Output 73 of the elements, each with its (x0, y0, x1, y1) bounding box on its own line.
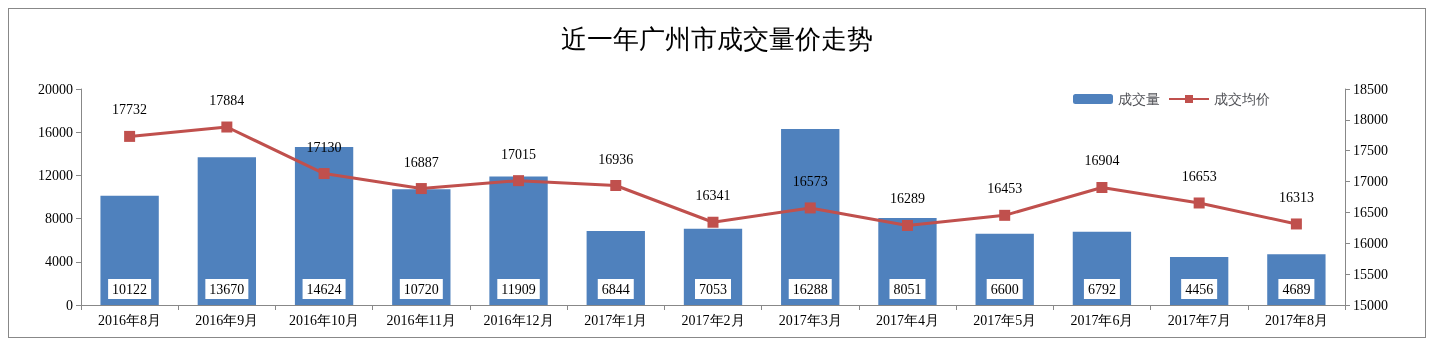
data-label: 16887 (403, 154, 439, 170)
point (1193, 197, 1205, 209)
bar (392, 189, 451, 305)
x-tick-label: 2017年2月 (681, 312, 745, 328)
data-label: 4456 (1185, 281, 1214, 297)
y-tick-label: 12000 (38, 167, 73, 183)
y2-tick-label: 15000 (1353, 297, 1388, 313)
bar (197, 157, 257, 305)
x-tick-label: 2016年11月 (386, 312, 457, 328)
chart-title: 近一年广州市成交量价走势 (561, 24, 873, 54)
data-label: 13670 (209, 281, 245, 297)
point (1290, 218, 1302, 230)
x-tick-label: 2016年12月 (483, 312, 554, 328)
data-label: 6844 (601, 281, 630, 297)
point (804, 202, 816, 214)
legend-label: 成交量 (1118, 91, 1160, 107)
data-label: 16904 (1084, 153, 1120, 169)
data-label: 16573 (792, 173, 828, 189)
data-label: 11909 (501, 281, 536, 297)
y-tick-label: 8000 (45, 211, 73, 227)
point (999, 209, 1011, 221)
y2-tick-label: 16000 (1353, 235, 1388, 251)
point (610, 180, 622, 192)
point (415, 183, 427, 195)
y-tick-label: 16000 (38, 124, 73, 140)
x-tick-label: 2016年8月 (98, 312, 162, 328)
data-label: 7053 (699, 281, 727, 297)
data-label: 8051 (893, 281, 922, 297)
y2-tick-label: 17000 (1353, 174, 1388, 190)
x-tick-label: 2017年3月 (778, 312, 842, 328)
point (221, 121, 233, 133)
point (1096, 182, 1108, 193)
y-tick-label: 0 (66, 297, 73, 313)
y2-tick-label: 18000 (1353, 112, 1388, 128)
y-tick-label: 20000 (38, 81, 73, 97)
x-tick-label: 2017年6月 (1070, 312, 1134, 328)
x-tick-label: 2017年4月 (875, 312, 939, 328)
x-tick-label: 2017年1月 (584, 312, 648, 328)
data-label: 10122 (112, 281, 148, 297)
data-label: 17015 (501, 146, 537, 162)
data-label: 16288 (792, 281, 828, 297)
y2-tick-label: 17500 (1353, 143, 1388, 159)
x-tick-label: 2017年7月 (1167, 312, 1231, 328)
bar (781, 129, 840, 305)
data-label: 16341 (695, 188, 731, 204)
x-tick-label: 2017年8月 (1264, 312, 1328, 328)
point (318, 168, 330, 180)
y2-tick-label: 15500 (1353, 266, 1388, 282)
y2-tick-label: 16500 (1353, 204, 1388, 220)
bar (489, 176, 548, 305)
data-label: 6600 (990, 281, 1019, 297)
legend-label: 成交均价 (1214, 91, 1270, 107)
data-label: 16313 (1278, 189, 1314, 205)
y-tick-label: 4000 (45, 254, 73, 270)
data-label: 4689 (1282, 281, 1311, 297)
bar (100, 195, 159, 305)
data-label: 6792 (1087, 281, 1116, 297)
point (901, 219, 913, 231)
data-label: 17884 (209, 93, 245, 109)
data-label: 10720 (403, 281, 439, 297)
x-tick-label: 2016年9月 (195, 312, 259, 328)
data-label: 17732 (112, 102, 148, 118)
data-label: 16653 (1181, 168, 1217, 184)
point (124, 130, 136, 142)
x-tick-label: 2017年5月 (973, 312, 1037, 328)
data-label: 16453 (987, 181, 1023, 197)
data-label: 16289 (889, 191, 925, 207)
data-label: 14624 (306, 281, 342, 297)
data-label: 16936 (598, 151, 634, 167)
point (707, 216, 719, 228)
point (513, 175, 525, 187)
y2-tick-label: 18500 (1353, 81, 1388, 97)
x-tick-label: 2016年10月 (289, 312, 360, 328)
